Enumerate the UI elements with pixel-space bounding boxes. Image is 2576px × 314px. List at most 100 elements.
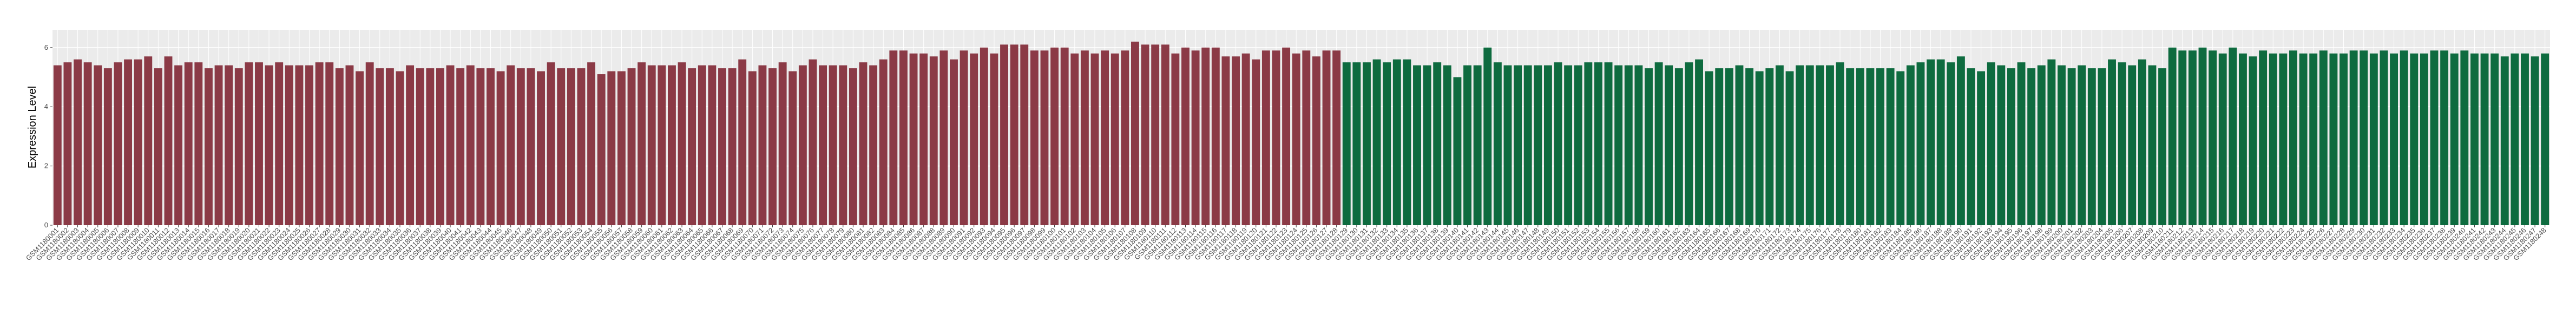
bar — [1110, 53, 1119, 226]
bar — [265, 65, 273, 226]
bar — [426, 68, 435, 225]
bar — [839, 65, 847, 226]
bar — [2500, 56, 2509, 226]
bar — [1221, 56, 1230, 226]
bar — [2329, 53, 2338, 226]
bar — [1604, 62, 1613, 226]
bar — [2440, 50, 2449, 226]
bar — [245, 62, 253, 226]
bar — [668, 65, 676, 226]
bar — [496, 71, 505, 226]
bar — [1322, 50, 1331, 226]
bar — [1705, 71, 1713, 226]
bar — [385, 68, 394, 225]
bar — [1453, 77, 1462, 226]
bar — [929, 56, 938, 226]
bar — [2309, 53, 2318, 226]
bar — [2249, 56, 2257, 226]
bar — [1645, 68, 1653, 225]
bar — [225, 65, 233, 226]
bar — [305, 65, 313, 226]
bar — [1211, 47, 1220, 226]
bar — [2148, 65, 2157, 226]
bar — [970, 53, 978, 226]
bar — [859, 62, 868, 226]
bar — [1443, 65, 1451, 226]
bar — [2138, 59, 2146, 226]
bar — [1695, 59, 1703, 226]
bar — [2078, 65, 2086, 226]
bar — [537, 71, 545, 226]
bar — [627, 68, 636, 225]
bar — [899, 50, 908, 226]
bar — [335, 68, 344, 225]
bar — [436, 68, 444, 225]
bar — [1534, 65, 1542, 226]
bar — [83, 62, 92, 226]
bar — [164, 56, 173, 226]
bar — [1674, 68, 1683, 225]
bar — [1836, 62, 1844, 226]
bar — [547, 62, 555, 226]
bar — [1856, 68, 1864, 225]
bar — [1171, 53, 1180, 226]
bar — [1725, 68, 1733, 225]
bar — [577, 68, 586, 225]
bar — [1413, 65, 1421, 226]
bar — [1101, 50, 1109, 226]
bar — [396, 71, 404, 226]
bar — [507, 65, 515, 226]
bar — [698, 65, 706, 226]
bar — [658, 65, 666, 226]
bar — [869, 65, 878, 226]
bar — [1614, 65, 1623, 226]
bar — [2067, 68, 2076, 225]
bar — [1070, 53, 1079, 226]
bar — [275, 62, 284, 226]
bar — [1363, 62, 1371, 226]
bar — [2238, 53, 2247, 226]
bar — [1040, 50, 1049, 226]
bar — [2118, 62, 2126, 226]
bar — [1564, 65, 1573, 226]
bar — [617, 71, 626, 226]
bar — [124, 59, 133, 226]
bar — [2158, 68, 2167, 225]
bar — [1735, 65, 1744, 226]
bar — [345, 65, 354, 226]
bar — [1131, 41, 1139, 225]
bar — [1826, 65, 1834, 226]
bar — [567, 68, 575, 225]
bar — [2480, 53, 2489, 226]
bar — [2209, 50, 2217, 226]
bar — [748, 71, 757, 226]
bar — [2289, 50, 2297, 226]
bar — [154, 68, 162, 225]
bar — [1252, 59, 1260, 226]
bar — [557, 68, 566, 225]
bar — [708, 65, 717, 226]
bar — [1665, 65, 1673, 226]
bar — [1121, 50, 1129, 226]
bar — [2380, 50, 2388, 226]
bar — [638, 62, 646, 226]
bar — [2460, 50, 2469, 226]
bar — [587, 62, 596, 226]
bar — [819, 65, 827, 226]
bar — [879, 59, 888, 226]
bar — [849, 68, 857, 225]
bar — [939, 50, 948, 226]
bar — [2390, 53, 2398, 226]
bar — [1785, 71, 1794, 226]
bar — [1654, 62, 1663, 226]
bar — [1936, 59, 1945, 226]
bar — [1514, 65, 1522, 226]
bar — [1554, 62, 1562, 226]
bar — [2490, 53, 2499, 226]
bar — [2037, 65, 2046, 226]
bar — [356, 71, 364, 226]
bar — [1473, 65, 1482, 226]
bar — [315, 62, 324, 226]
bar — [2400, 50, 2408, 226]
